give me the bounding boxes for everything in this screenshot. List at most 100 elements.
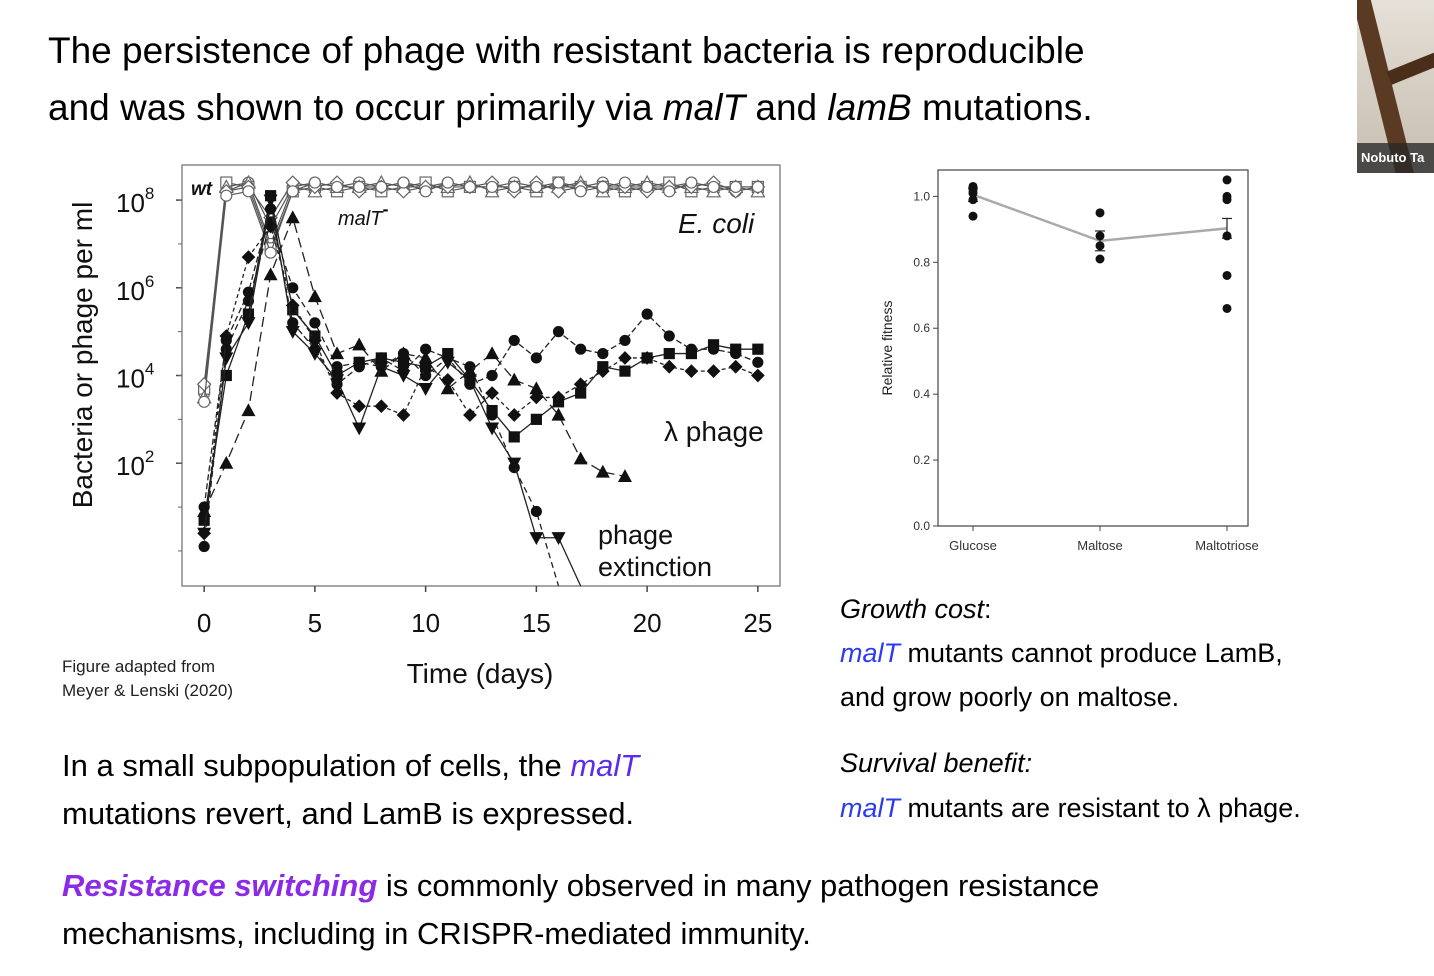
population-dynamics-chart: 108 106 104 102 0 5 10 15 20 25 Bacteria or phag… xyxy=(67,164,781,689)
ecoli-data-point xyxy=(574,185,587,198)
participant-video-tile[interactable]: Nobuto Ta xyxy=(1357,0,1434,173)
ecoli-data-point xyxy=(419,185,432,198)
phage-data-point xyxy=(751,368,765,383)
phage-data-point xyxy=(352,422,367,436)
y-tick-label: 0.8 xyxy=(913,255,930,269)
phage-data-point xyxy=(485,386,499,400)
phage-data-point xyxy=(551,532,566,546)
phage-data-point xyxy=(287,282,299,294)
phage-data-point xyxy=(617,469,632,482)
y-tick-label: 104 xyxy=(116,360,154,394)
phage-series-line xyxy=(203,199,582,587)
phage-data-point xyxy=(263,267,278,281)
growth-cost-block: Growth cost: malT mutants cannot produce… xyxy=(840,588,1283,718)
participant-name: Nobuto Ta xyxy=(1357,143,1434,173)
x-tick-label: 15 xyxy=(522,608,551,638)
phage-data-point xyxy=(619,365,631,377)
phage-data-point xyxy=(707,343,720,355)
phage-data-point xyxy=(573,451,588,465)
ecoli-data-point xyxy=(641,180,654,194)
title-line-1: The persistence of phage with resistant … xyxy=(48,30,1085,71)
x-tick-label: 10 xyxy=(411,608,440,638)
phage-series-group xyxy=(197,190,765,587)
phage-data-point xyxy=(485,422,500,436)
fitness-data-point xyxy=(968,211,978,221)
phage-data-point xyxy=(641,308,653,320)
phage-data-point xyxy=(595,464,610,478)
fitness-data-point xyxy=(1095,241,1105,251)
fitness-data-point xyxy=(1222,195,1232,205)
x-tick-label: Maltotriose xyxy=(1195,538,1259,553)
caption-line-1: Figure adapted from xyxy=(62,657,216,676)
wt-annotation: wt xyxy=(191,179,213,200)
caption-line-2: Meyer & Lenski (2020) xyxy=(62,681,234,700)
phage-data-point xyxy=(530,352,542,364)
phage-series-line xyxy=(203,215,626,512)
phage-data-point xyxy=(353,361,365,373)
phage-data-point xyxy=(263,194,278,208)
ecoli-data-point xyxy=(552,176,565,189)
y-axis-label: Relative fitness xyxy=(879,301,895,396)
phage-data-point xyxy=(330,346,345,360)
fitness-data-point xyxy=(1095,254,1105,264)
phage-series-line xyxy=(203,224,759,534)
survival-benefit-line: malT mutants are resistant to λ phage. xyxy=(840,793,1301,823)
phage-data-point xyxy=(440,373,455,387)
y-tick-label: 0.2 xyxy=(913,453,930,467)
phage-data-point xyxy=(330,386,344,400)
phage-data-point xyxy=(507,457,522,471)
x-tick-label: Glucose xyxy=(949,538,997,553)
phage-data-point xyxy=(575,343,587,355)
phage-data-point xyxy=(552,326,565,338)
fitness-data-point xyxy=(1222,303,1232,313)
phage-data-point xyxy=(309,343,321,355)
phage-data-point xyxy=(595,364,610,378)
phage-data-point xyxy=(352,337,367,351)
phage-data-point xyxy=(529,390,544,405)
ecoli-data-point xyxy=(220,189,233,202)
phage-data-point xyxy=(684,364,699,378)
fitness-data-point xyxy=(1222,270,1232,280)
ecoli-data-point xyxy=(397,176,410,189)
ecoli-data-point xyxy=(685,176,698,189)
ecoli-data-point xyxy=(330,180,344,194)
ecoli-series-line xyxy=(203,181,758,398)
y-ticks: 0.0 0.2 0.4 0.6 0.8 1.0 xyxy=(913,189,938,533)
reversion-text-block: In a small subpopulation of cells, the m… xyxy=(62,742,639,838)
ecoli-data-point xyxy=(198,395,211,408)
ecoli-data-point xyxy=(242,185,255,198)
ecoli-data-point xyxy=(707,180,720,194)
y-tick-label: 106 xyxy=(116,272,154,306)
y-tick-label: 108 xyxy=(116,184,154,218)
phage-data-point xyxy=(508,334,520,347)
survival-benefit-heading: Survival benefit: xyxy=(840,748,1033,778)
phage-data-point xyxy=(486,369,498,382)
growth-cost-heading: Growth cost: xyxy=(840,594,992,624)
ecoli-data-point xyxy=(508,180,521,194)
phage-data-point xyxy=(551,407,566,421)
phage-data-point xyxy=(508,431,520,443)
x-tick-label: Maltose xyxy=(1077,538,1123,553)
phage-data-point xyxy=(375,352,387,364)
ecoli-series-group xyxy=(196,174,766,408)
phage-data-point xyxy=(374,399,389,414)
growth-cost-line-2: and grow poorly on maltose. xyxy=(840,682,1180,712)
phage-data-point xyxy=(464,378,476,390)
phage-data-point xyxy=(197,526,211,541)
y-tick-label: 0.0 xyxy=(913,519,930,533)
ecoli-data-point xyxy=(286,185,299,198)
phage-data-point xyxy=(420,343,432,355)
phage-data-point xyxy=(507,372,522,386)
phage-data-point xyxy=(397,365,410,377)
phage-data-point xyxy=(309,317,321,329)
y-tick-label: 0.4 xyxy=(913,387,930,401)
phage-data-point xyxy=(241,317,256,331)
ecoli-data-point xyxy=(663,185,676,198)
ecoli-data-point xyxy=(463,180,477,194)
phage-data-point xyxy=(220,334,232,347)
slide-title: The persistence of phage with resistant … xyxy=(48,22,1328,136)
phage-data-point xyxy=(264,203,277,215)
phage-data-point xyxy=(728,359,743,374)
malT-annotation: malT- xyxy=(338,199,388,230)
phage-data-point xyxy=(463,408,477,422)
